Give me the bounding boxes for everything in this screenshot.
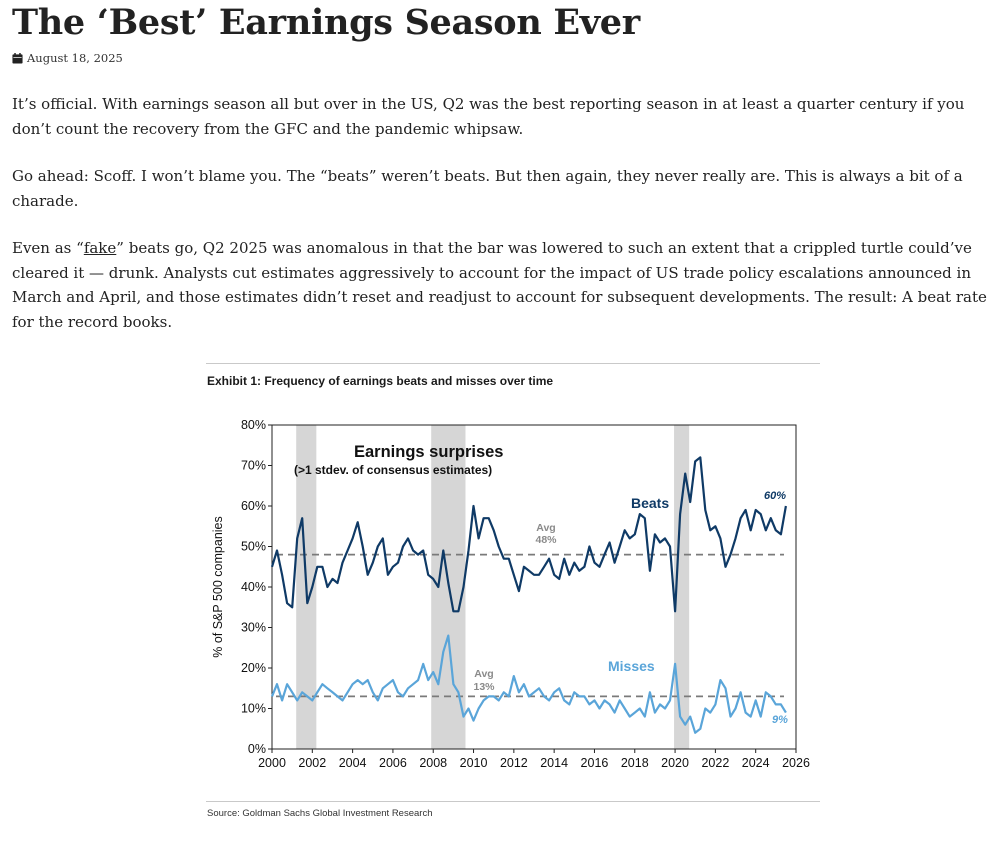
series-line-misses bbox=[270, 634, 787, 734]
x-tick-label-11: 2022 bbox=[701, 756, 729, 770]
y-tick-label-4: 40% bbox=[241, 580, 266, 594]
x-tick-label-9: 2018 bbox=[621, 756, 649, 770]
series-line-beats bbox=[270, 456, 787, 613]
chart-title: Earnings surprises bbox=[354, 443, 503, 461]
avg-label-beats: Avg bbox=[536, 522, 555, 534]
paragraph-2: Go ahead: Scoff. I won’t blame you. The … bbox=[12, 167, 963, 210]
series-label-beats: Beats bbox=[631, 495, 669, 511]
figure-top-rule bbox=[206, 363, 820, 364]
x-tick-label-6: 2012 bbox=[500, 756, 528, 770]
x-tick-label-13: 2026 bbox=[782, 756, 810, 770]
post-date: August 18, 2025 bbox=[27, 51, 123, 65]
x-tick-label-1: 2002 bbox=[298, 756, 326, 770]
end-label-beats: 60% bbox=[764, 490, 786, 502]
figure-bottom-rule bbox=[206, 801, 820, 802]
y-tick-label-2: 20% bbox=[241, 661, 266, 675]
y-tick-label-5: 50% bbox=[241, 540, 266, 554]
paragraph-3: Even as “fake” beats go, Q2 2025 was ano… bbox=[12, 236, 1004, 334]
x-tick-label-8: 2016 bbox=[581, 756, 609, 770]
series-label-misses: Misses bbox=[608, 658, 655, 674]
y-tick-label-6: 60% bbox=[241, 499, 266, 513]
figure-source: Source: Goldman Sachs Global Investment … bbox=[207, 808, 433, 819]
y-tick-label-1: 10% bbox=[241, 702, 266, 716]
y-axis-label: % of S&P 500 companies bbox=[211, 516, 225, 658]
avg-value-beats: 48% bbox=[535, 534, 557, 546]
post-meta: August 18, 2025 bbox=[12, 50, 123, 66]
x-tick-label-7: 2014 bbox=[540, 756, 568, 770]
x-tick-label-2: 2004 bbox=[339, 756, 367, 770]
x-tick-label-4: 2008 bbox=[419, 756, 447, 770]
x-tick-label-12: 2024 bbox=[742, 756, 770, 770]
earnings-surprises-chart: 0% 10% 20% 30% 40% 50% 60% 70% 80% 2000 2002 2004 20… bbox=[211, 418, 810, 770]
paragraph-3-lead: Even as “ bbox=[12, 239, 84, 257]
fake-beats-link[interactable]: fake bbox=[83, 239, 117, 257]
exhibit-figure: Exhibit 1: Frequency of earnings beats a… bbox=[206, 363, 820, 825]
end-label-misses: 9% bbox=[772, 714, 788, 726]
x-tick-label-5: 2010 bbox=[460, 756, 488, 770]
x-tick-label-0: 2000 bbox=[258, 756, 286, 770]
y-tick-label-7: 70% bbox=[241, 459, 266, 473]
avg-label-misses: Avg bbox=[474, 668, 493, 680]
x-tick-label-3: 2006 bbox=[379, 756, 407, 770]
article-title: The ‘Best’ Earnings Season Ever bbox=[12, 2, 640, 43]
y-tick-label-8: 80% bbox=[241, 418, 266, 432]
exhibit-title: Exhibit 1: Frequency of earnings beats a… bbox=[207, 374, 554, 388]
chart-subtitle: (>1 stdev. of consensus estimates) bbox=[294, 463, 492, 477]
paragraph-3-body: ” beats go, Q2 2025 was anomalous in tha… bbox=[12, 239, 987, 331]
shaded-period-2 bbox=[674, 425, 690, 749]
calendar-icon bbox=[12, 52, 23, 64]
avg-value-misses: 13% bbox=[473, 681, 495, 693]
paragraph-1: It’s official. With earnings season all … bbox=[12, 95, 965, 138]
y-tick-label-0: 0% bbox=[248, 742, 266, 756]
x-tick-label-10: 2020 bbox=[661, 756, 689, 770]
y-tick-label-3: 30% bbox=[241, 621, 266, 635]
